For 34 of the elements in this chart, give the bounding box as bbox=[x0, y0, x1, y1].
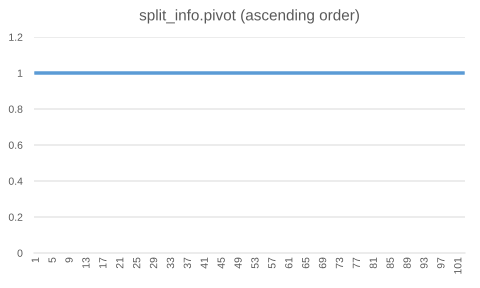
y-tick-label: 0.6 bbox=[8, 142, 22, 149]
y-tick-label: 0 bbox=[18, 250, 22, 257]
x-tick-label: 89 bbox=[403, 258, 411, 268]
x-tick-label: 33 bbox=[166, 258, 174, 268]
x-tick-label: 37 bbox=[184, 258, 192, 268]
chart-title: split_info.pivot (ascending order) bbox=[140, 9, 359, 24]
x-tick-label: 57 bbox=[268, 258, 276, 268]
x-tick-label: 53 bbox=[251, 258, 259, 268]
x-tick-label: 45 bbox=[218, 258, 225, 269]
x-tick-label: 61 bbox=[285, 258, 292, 268]
y-tick-label: 1 bbox=[18, 70, 22, 77]
x-tick-label: 9 bbox=[65, 258, 73, 262]
x-tick-label: 97 bbox=[437, 258, 445, 268]
x-tick-label: 41 bbox=[200, 258, 208, 269]
x-tick-label: 93 bbox=[420, 258, 428, 268]
x-tick-label: 49 bbox=[234, 258, 242, 269]
y-tick-label: 0.2 bbox=[8, 214, 22, 221]
x-tick-label: 5 bbox=[48, 258, 56, 263]
x-tick-label: 73 bbox=[336, 258, 344, 268]
x-tick-label: 65 bbox=[302, 258, 310, 268]
y-tick-label: 1.2 bbox=[9, 34, 22, 41]
x-tick-label: 29 bbox=[150, 258, 158, 268]
x-tick-label: 69 bbox=[318, 258, 326, 268]
x-tick-label: 1 bbox=[32, 258, 39, 262]
y-tick-label: 0.4 bbox=[8, 178, 23, 185]
x-tick-label: 13 bbox=[82, 258, 90, 268]
x-tick-label: 101 bbox=[454, 258, 462, 274]
x-tick-label: 81 bbox=[370, 258, 377, 268]
x-tick-label: 77 bbox=[352, 258, 360, 268]
x-tick-label: 85 bbox=[386, 258, 394, 268]
y-tick-label: 0.8 bbox=[8, 106, 22, 113]
x-tick-label: 21 bbox=[116, 258, 124, 268]
x-tick-label: 25 bbox=[132, 258, 140, 268]
x-tick-label: 17 bbox=[99, 258, 106, 268]
